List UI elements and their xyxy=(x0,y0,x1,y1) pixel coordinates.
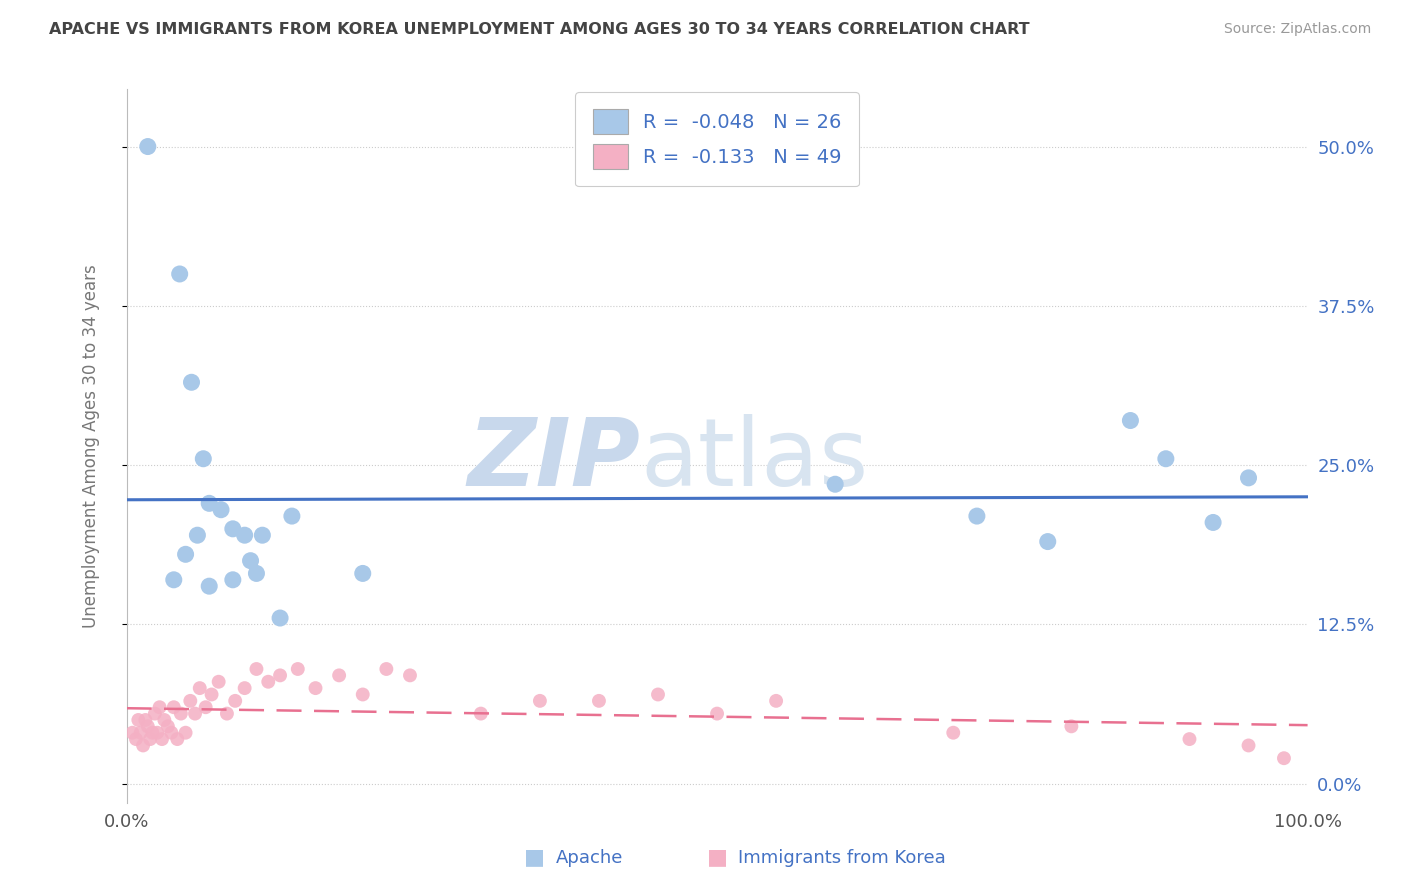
Point xyxy=(529,694,551,708)
Text: ■: ■ xyxy=(707,847,727,867)
Point xyxy=(1272,751,1295,765)
Point xyxy=(257,674,280,689)
Point xyxy=(209,502,232,516)
Point xyxy=(1154,451,1177,466)
Point xyxy=(125,732,148,747)
Text: atlas: atlas xyxy=(640,414,869,507)
Text: APACHE VS IMMIGRANTS FROM KOREA UNEMPLOYMENT AMONG AGES 30 TO 34 YEARS CORRELATI: APACHE VS IMMIGRANTS FROM KOREA UNEMPLOY… xyxy=(49,22,1029,37)
Point xyxy=(588,694,610,708)
Point xyxy=(153,713,176,727)
Point xyxy=(134,713,156,727)
Point xyxy=(399,668,422,682)
Point xyxy=(245,566,267,581)
Y-axis label: Unemployment Among Ages 30 to 34 years: Unemployment Among Ages 30 to 34 years xyxy=(82,264,100,628)
Point xyxy=(139,732,162,747)
Point xyxy=(179,694,201,708)
Point xyxy=(224,694,246,708)
Point xyxy=(239,554,262,568)
Point xyxy=(1036,534,1059,549)
Point xyxy=(127,713,149,727)
Point xyxy=(200,688,222,702)
Point xyxy=(352,688,374,702)
Point xyxy=(174,547,197,561)
Point xyxy=(184,706,207,721)
Point xyxy=(245,662,267,676)
Point xyxy=(163,573,186,587)
Point xyxy=(193,451,215,466)
Point xyxy=(1119,413,1142,427)
Point xyxy=(150,732,173,747)
Point xyxy=(222,573,245,587)
Point xyxy=(287,662,309,676)
Point xyxy=(186,528,208,542)
Point xyxy=(132,739,155,753)
Text: ■: ■ xyxy=(524,847,544,867)
Point xyxy=(706,706,728,721)
Text: Apache: Apache xyxy=(555,849,623,867)
Point xyxy=(1237,471,1260,485)
Point xyxy=(136,719,159,733)
Point xyxy=(160,725,183,739)
Point xyxy=(824,477,846,491)
Point xyxy=(942,725,965,739)
Point xyxy=(166,732,188,747)
Text: Immigrants from Korea: Immigrants from Korea xyxy=(738,849,946,867)
Point xyxy=(328,668,350,682)
Point xyxy=(269,668,291,682)
Legend: R =  -0.048   N = 26, R =  -0.133   N = 49: R = -0.048 N = 26, R = -0.133 N = 49 xyxy=(575,92,859,186)
Point xyxy=(1178,732,1201,747)
Point xyxy=(1202,516,1225,530)
Point xyxy=(129,725,152,739)
Point xyxy=(765,694,787,708)
Point xyxy=(194,700,217,714)
Point xyxy=(966,509,988,524)
Point xyxy=(163,700,186,714)
Point xyxy=(188,681,211,695)
Point xyxy=(304,681,326,695)
Point xyxy=(143,706,166,721)
Point xyxy=(470,706,492,721)
Text: Source: ZipAtlas.com: Source: ZipAtlas.com xyxy=(1223,22,1371,37)
Point xyxy=(252,528,274,542)
Point xyxy=(136,139,159,153)
Point xyxy=(1237,739,1260,753)
Point xyxy=(180,376,202,390)
Point xyxy=(352,566,374,581)
Point xyxy=(174,725,197,739)
Point xyxy=(281,509,304,524)
Point xyxy=(233,528,256,542)
Text: ZIP: ZIP xyxy=(467,414,640,507)
Point xyxy=(1060,719,1083,733)
Point xyxy=(146,725,169,739)
Point xyxy=(198,579,221,593)
Point xyxy=(198,496,221,510)
Point xyxy=(149,700,172,714)
Point xyxy=(141,725,163,739)
Point xyxy=(215,706,238,721)
Point xyxy=(375,662,398,676)
Point xyxy=(222,522,245,536)
Point xyxy=(169,267,191,281)
Point xyxy=(156,719,179,733)
Point xyxy=(170,706,193,721)
Point xyxy=(208,674,231,689)
Point xyxy=(647,688,669,702)
Point xyxy=(233,681,256,695)
Point xyxy=(269,611,291,625)
Point xyxy=(121,725,143,739)
